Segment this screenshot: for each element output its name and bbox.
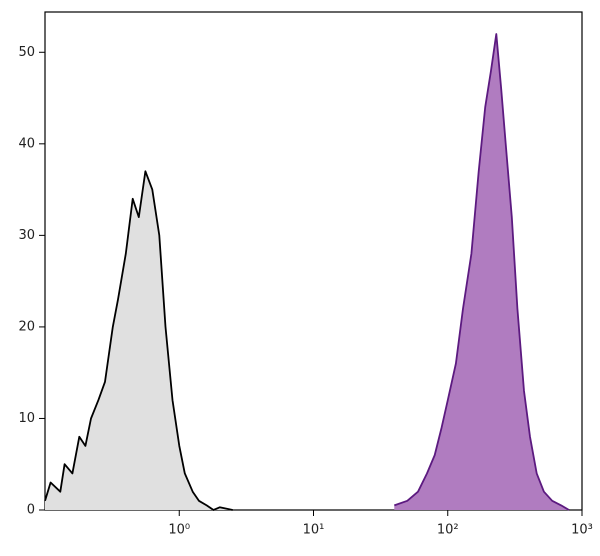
y-tick-label: 0 bbox=[27, 503, 35, 518]
y-tick-label: 50 bbox=[18, 45, 35, 60]
histogram-line bbox=[44, 170, 233, 511]
histogram-area bbox=[394, 34, 569, 510]
x-tick-label: 10² bbox=[437, 523, 459, 538]
histogram-area bbox=[45, 171, 233, 511]
histogram-line bbox=[393, 33, 570, 511]
y-tick-label: 40 bbox=[18, 136, 35, 151]
x-tick-label: 10¹ bbox=[303, 523, 325, 538]
y-tick-label: 30 bbox=[18, 228, 35, 243]
x-tick-label: 10³ bbox=[571, 523, 593, 538]
x-tick-label: 10⁰ bbox=[168, 523, 190, 538]
y-tick-label: 20 bbox=[18, 319, 35, 334]
y-tick-label: 10 bbox=[18, 411, 35, 426]
